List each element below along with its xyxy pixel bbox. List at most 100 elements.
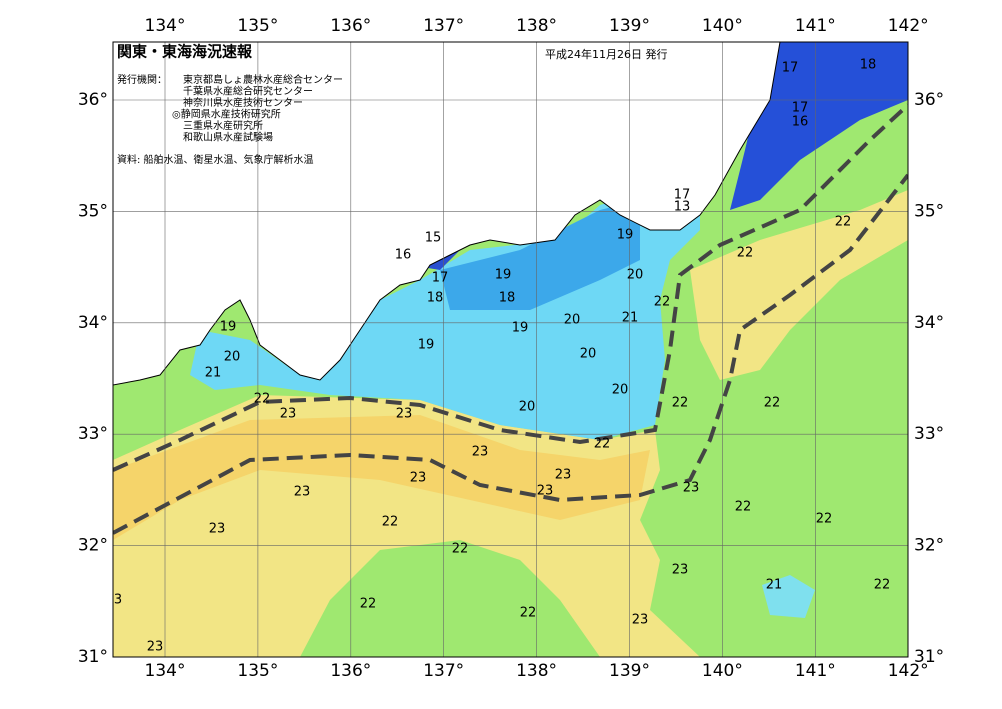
longitude-label: 135° xyxy=(237,661,278,681)
isotherm-label: 20 xyxy=(519,400,536,415)
latitude-label: 35° xyxy=(914,201,944,221)
issuer-list: 東京都島しょ農林水産総合センター千葉県水産総合研究センター神奈川県水産技術センタ… xyxy=(172,73,343,144)
latitude-label: 32° xyxy=(78,536,108,556)
latitude-label: 36° xyxy=(914,90,944,110)
isotherm-label: 23 xyxy=(555,468,572,483)
isotherm-label: 23 xyxy=(672,563,689,578)
latitude-label: 31° xyxy=(78,647,108,667)
kuroshio-boundary xyxy=(113,173,908,535)
isotherm-label: 23 xyxy=(472,445,489,460)
cold-water xyxy=(730,42,908,210)
longitude-label: 142° xyxy=(888,16,929,36)
cool-coastal-water xyxy=(440,200,640,310)
isotherm-label: 22 xyxy=(735,500,752,515)
kuroshio-boundary xyxy=(113,103,908,472)
issue-date: 平成24年11月26日 発行 xyxy=(545,47,668,61)
issuer: ◎静岡県水産技術研究所 xyxy=(172,108,281,121)
isotherm-label: 23 xyxy=(209,522,226,537)
latitude-label: 36° xyxy=(78,90,108,110)
longitude-label: 141° xyxy=(795,661,836,681)
issuer: 三重県水産研究所 xyxy=(183,119,263,132)
graticule xyxy=(113,42,908,657)
isotherm-label: 21 xyxy=(766,578,783,593)
isotherm-label: 22 xyxy=(874,578,891,593)
longitude-label: 140° xyxy=(702,16,743,36)
isotherm-label: 22 xyxy=(254,392,271,407)
longitude-label: 134° xyxy=(145,661,186,681)
map-area xyxy=(113,42,908,657)
isotherm-label: 22 xyxy=(737,246,754,261)
isotherm-label: 19 xyxy=(418,338,435,353)
longitude-label: 137° xyxy=(423,16,464,36)
latitude-label: 31° xyxy=(914,647,944,667)
isotherm-label: 20 xyxy=(564,313,581,328)
isotherm-label: 21 xyxy=(205,366,222,381)
isotherm-label: 17 xyxy=(782,61,799,76)
longitude-label: 141° xyxy=(795,16,836,36)
longitude-label: 136° xyxy=(330,661,371,681)
isotherm-label: 23 xyxy=(396,407,413,422)
isotherm-label: 22 xyxy=(672,396,689,411)
latitude-label: 32° xyxy=(914,536,944,556)
isotherm-label: 22 xyxy=(452,542,469,557)
isotherm-label: 22 xyxy=(835,215,852,230)
longitude-label: 139° xyxy=(609,661,650,681)
isotherm-label: 18 xyxy=(860,58,877,73)
yellow-zone xyxy=(113,415,650,540)
isotherm-label: 22 xyxy=(520,606,537,621)
issuer: 東京都島しょ農林水産総合センター xyxy=(183,73,343,86)
isotherm-label: 18 xyxy=(499,291,516,306)
longitude-label: 140° xyxy=(702,661,743,681)
isotherm-label: 3 xyxy=(114,593,122,608)
longitude-label: 138° xyxy=(516,16,557,36)
isotherm-label: 20 xyxy=(580,347,597,362)
isotherm-label: 23 xyxy=(537,484,554,499)
isotherm-label: 17 xyxy=(792,101,809,116)
longitude-label: 135° xyxy=(237,16,278,36)
longitude-label: 139° xyxy=(609,16,650,36)
labels: 134° 134° 135° 135° 136° 136° 137° 137° 138° 138°… xyxy=(78,16,944,681)
cool-eddy xyxy=(762,575,815,618)
yellow-zone xyxy=(690,190,908,380)
isotherm-label: 19 xyxy=(220,320,237,335)
isotherm-label: 23 xyxy=(294,485,311,500)
isotherm-label: 23 xyxy=(280,407,297,422)
issuer: 千葉県水産総合研究センター xyxy=(183,85,313,98)
isotherm-label: 22 xyxy=(654,295,671,310)
isotherm-label: 19 xyxy=(617,228,634,243)
isotherm-label: 22 xyxy=(764,396,781,411)
longitude-label: 136° xyxy=(330,16,371,36)
map-frame xyxy=(112,41,909,658)
isotherm-label: 22 xyxy=(594,437,611,452)
isotherm-label: 22 xyxy=(382,515,399,530)
longitude-label: 134° xyxy=(145,16,186,36)
isotherm-label: 23 xyxy=(410,471,427,486)
isotherm-label: 22 xyxy=(816,512,833,527)
isotherm-label: 18 xyxy=(427,291,444,306)
isotherm-label: 23 xyxy=(147,640,164,655)
isotherm-label: 22 xyxy=(360,597,377,612)
isotherm-label: 16 xyxy=(395,248,412,263)
isotherm-label: 16 xyxy=(792,115,809,130)
longitude-label: 142° xyxy=(888,661,929,681)
issuer-label: 発行機関： xyxy=(117,73,167,86)
latitude-label: 33° xyxy=(914,424,944,444)
latitude-label: 34° xyxy=(914,313,944,333)
isotherm-label: 17 xyxy=(674,188,691,203)
latitude-label: 35° xyxy=(78,201,108,221)
isotherm-label: 20 xyxy=(627,268,644,283)
isotherm-label: 23 xyxy=(683,481,700,496)
issuer: 神奈川県水産技術センター xyxy=(183,96,303,109)
land xyxy=(113,42,781,386)
isotherm-label: 15 xyxy=(425,231,442,246)
isotherm-label: 17 xyxy=(432,271,449,286)
longitude-label: 138° xyxy=(516,661,557,681)
isotherm-label: 13 xyxy=(674,200,691,215)
isotherm-label: 19 xyxy=(495,268,512,283)
isotherm-label: 20 xyxy=(612,383,629,398)
isotherm-label: 20 xyxy=(224,350,241,365)
title: 関東・東海海況速報 xyxy=(117,43,253,61)
issuer: 和歌山県水産試験場 xyxy=(183,131,273,144)
latitude-label: 34° xyxy=(78,313,108,333)
